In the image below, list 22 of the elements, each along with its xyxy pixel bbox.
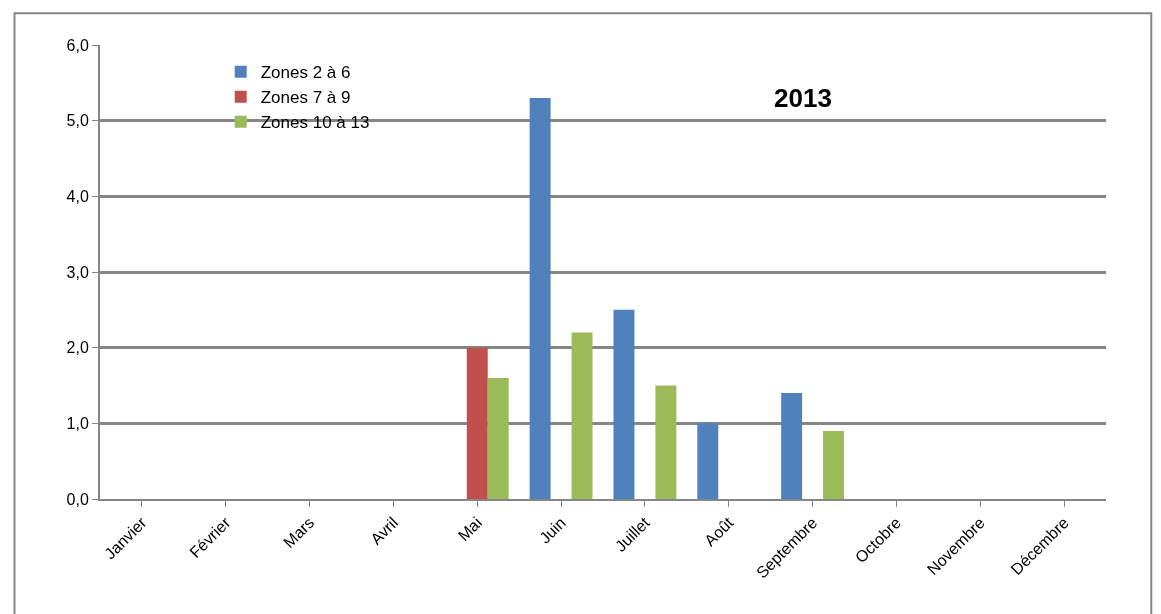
y-tick-label: 2,0 [66, 339, 89, 357]
x-tick-label: Juin [536, 513, 569, 547]
legend-label: Zones 10 à 13 [260, 113, 370, 133]
bar [529, 97, 551, 499]
legend-label: Zones 7 à 9 [260, 88, 351, 108]
x-tick-label: Mai [454, 513, 486, 545]
legend-label: Zones 2 à 6 [260, 63, 351, 83]
bar [655, 385, 677, 499]
bar [781, 393, 803, 499]
y-tick-label: 3,0 [66, 263, 89, 281]
bar [613, 309, 635, 499]
y-tick-label: 1,0 [66, 414, 89, 432]
y-tick-label: 4,0 [66, 187, 89, 205]
text: 2013 [774, 83, 832, 113]
bar [466, 347, 488, 499]
bar [823, 430, 845, 499]
y-tick-label: 0,0 [66, 490, 89, 508]
y-tick-label: 6,0 [66, 36, 89, 54]
bar [571, 332, 593, 499]
bar [487, 377, 509, 499]
y-tick-label: 5,0 [66, 112, 89, 130]
bar [697, 423, 719, 499]
